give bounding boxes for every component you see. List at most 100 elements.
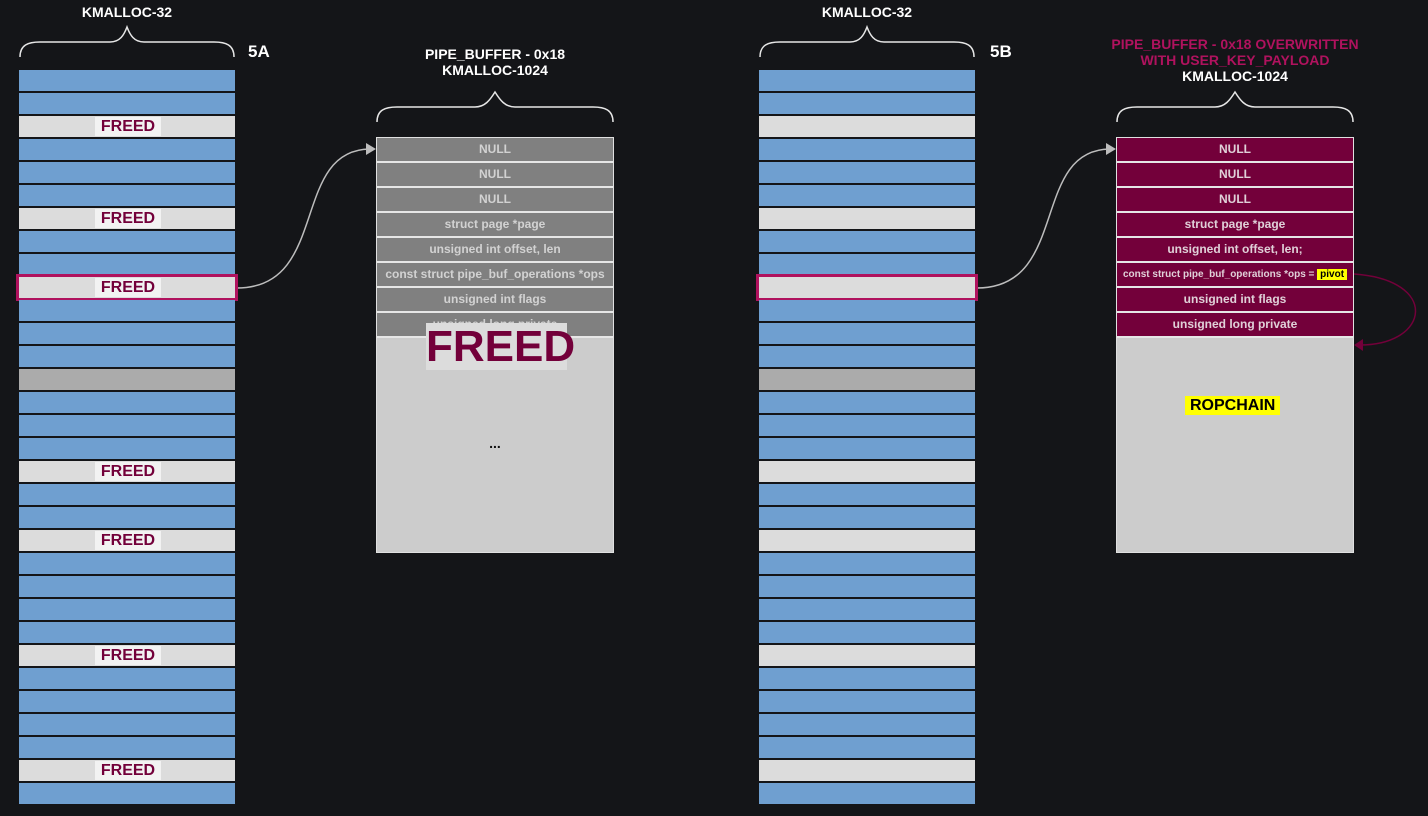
- slab-slot-used: [19, 162, 235, 183]
- struct-field: NULL: [377, 163, 613, 188]
- slab-slot-used: [759, 438, 975, 459]
- slab-slot-used: [759, 737, 975, 758]
- slab-slot-used: [19, 438, 235, 459]
- slab-slot-used: [759, 323, 975, 344]
- slab-slot-used: [19, 783, 235, 804]
- slab-slot-target: FREED: [16, 274, 238, 301]
- slab-slot-used: [759, 553, 975, 574]
- pipe-title-a-line1: PIPE_BUFFER - 0x18: [424, 46, 566, 62]
- slab-slot-used: [759, 231, 975, 252]
- arrow-b: [976, 148, 1111, 289]
- slab-slot-freed: FREED: [19, 760, 235, 781]
- slab-slot-used: [19, 484, 235, 505]
- slab-slot-freed: FREED: [19, 116, 235, 137]
- struct-field: NULL: [1117, 138, 1353, 163]
- step-label-b: 5B: [990, 42, 1012, 61]
- pipe-title-a-line2: KMALLOC-1024: [442, 62, 548, 78]
- slab-slot-freed: [759, 208, 975, 229]
- freed-label: FREED: [95, 278, 161, 297]
- slab-slot-used: [19, 254, 235, 275]
- slab-slot-used: [19, 507, 235, 528]
- slab-slot-used: [759, 668, 975, 689]
- slab-slot-used: [759, 576, 975, 597]
- struct-field: struct page *page: [377, 213, 613, 238]
- slab-slot-freed: FREED: [19, 461, 235, 482]
- slab-slot-used: [759, 599, 975, 620]
- brace-slab-b: [759, 24, 975, 58]
- slab-slot-used: [19, 668, 235, 689]
- struct-field-text: NULL: [1219, 192, 1251, 206]
- slab-slot-used: [19, 576, 235, 597]
- slab-slot-used: [759, 415, 975, 436]
- struct-field: struct page *page: [1117, 213, 1353, 238]
- struct-field-text: NULL: [479, 142, 511, 156]
- arrowhead-b: [1106, 143, 1116, 155]
- arrow-a: [236, 148, 371, 289]
- struct-field: unsigned long private: [1117, 313, 1353, 338]
- pivot-arrowhead: [1354, 339, 1363, 351]
- slab-slot-used: [19, 392, 235, 413]
- pipe-title-b: PIPE_BUFFER - 0x18 OVERWRITTEN WITH USER…: [1086, 36, 1384, 84]
- struct-field-text: unsigned int flags: [443, 292, 547, 306]
- struct-field-text: NULL: [1219, 167, 1251, 181]
- slab-slot-used: [19, 300, 235, 321]
- struct-field-text: NULL: [479, 167, 511, 181]
- brace-pipe-b: [1116, 90, 1354, 123]
- slab-slot-target: [756, 274, 978, 301]
- slab-slot-used: [19, 93, 235, 114]
- freed-label: FREED: [95, 646, 161, 665]
- slab-slot-used: [759, 346, 975, 367]
- slab-slot-used: [759, 70, 975, 91]
- freed-label: FREED: [95, 761, 161, 780]
- struct-field: NULL: [1117, 188, 1353, 213]
- slab-slot-used: [759, 622, 975, 643]
- slab-slot-used: [759, 691, 975, 712]
- slab-slot-used: [759, 162, 975, 183]
- struct-field: const struct pipe_buf_operations *ops = …: [1117, 263, 1353, 288]
- slab-slot-used: [759, 93, 975, 114]
- freed-label: FREED: [95, 117, 161, 136]
- slab-slot-freed: [759, 461, 975, 482]
- struct-field: NULL: [377, 138, 613, 163]
- slab-slot-freed: FREED: [19, 530, 235, 551]
- slab-slot-used: [759, 392, 975, 413]
- slab-slot-used: [759, 185, 975, 206]
- struct-field: NULL: [1117, 163, 1353, 188]
- slab-slot-used: [19, 231, 235, 252]
- pipe-title-b-line1: PIPE_BUFFER - 0x18 OVERWRITTEN: [1111, 36, 1359, 52]
- struct-field: unsigned int flags: [377, 288, 613, 313]
- slab-slot-gray: [19, 369, 235, 390]
- slab-slot-freed: [759, 645, 975, 666]
- slab-slot-used: [759, 714, 975, 735]
- slab-slot-freed: [759, 116, 975, 137]
- slab-slot-freed: FREED: [19, 645, 235, 666]
- freed-label: FREED: [95, 462, 161, 481]
- pipe-title-a: PIPE_BUFFER - 0x18 KMALLOC-1024: [376, 46, 614, 78]
- struct-field-text: struct page *page: [1184, 217, 1286, 231]
- slab-slot-used: [19, 415, 235, 436]
- struct-field-text: unsigned int offset, len;: [1167, 242, 1303, 256]
- freed-label: FREED: [95, 531, 161, 550]
- brace-slab-a: [19, 24, 235, 58]
- slab-slot-used: [19, 622, 235, 643]
- slab-slot-used: [759, 783, 975, 804]
- slab-slot-used: [19, 691, 235, 712]
- pipe-buffer-b: NULL NULL NULL struct page *page unsigned in…: [1116, 137, 1354, 553]
- slab-slot-freed: [759, 760, 975, 781]
- ellipsis: ...: [489, 435, 501, 451]
- slab-slot-used: [19, 553, 235, 574]
- freed-overlay-label: FREED: [426, 322, 576, 371]
- struct-field-text: NULL: [479, 192, 511, 206]
- struct-field-text: NULL: [1219, 142, 1251, 156]
- ropchain-label: ROPCHAIN: [1185, 396, 1281, 415]
- slab-slot-used: [19, 185, 235, 206]
- struct-field: unsigned int flags: [1117, 288, 1353, 313]
- slab-slot-used: [759, 139, 975, 160]
- struct-field: const struct pipe_buf_operations *ops: [377, 263, 613, 288]
- brace-pipe-a: [376, 90, 614, 123]
- slab-slot-used: [759, 507, 975, 528]
- struct-field: unsigned int offset, len;: [1117, 238, 1353, 263]
- slab-slot-used: [19, 599, 235, 620]
